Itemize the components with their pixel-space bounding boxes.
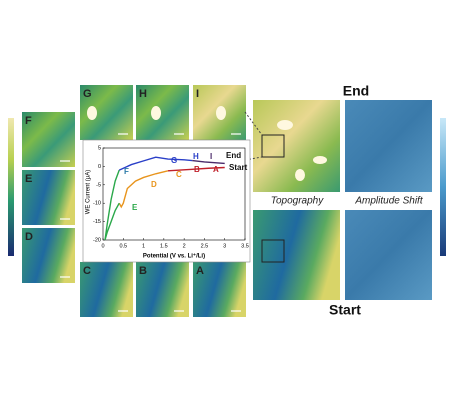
afm-panel xyxy=(22,112,75,167)
curve-annotation: C xyxy=(176,170,182,179)
connector xyxy=(244,111,263,136)
x-tick-label: 2.5 xyxy=(201,243,209,249)
panel-letter: B xyxy=(139,265,147,277)
cv-curve xyxy=(118,156,193,171)
x-tick-label: 3.5 xyxy=(241,243,249,249)
particle xyxy=(216,106,226,120)
y-tick-label: -15 xyxy=(93,219,101,225)
end-label: End xyxy=(343,83,369,99)
cv-curve xyxy=(104,169,120,241)
curve-annotation: A xyxy=(213,165,219,174)
start-topography xyxy=(253,210,340,300)
colorbar xyxy=(440,118,446,256)
x-tick-label: 0.5 xyxy=(119,243,127,249)
particle xyxy=(277,120,293,130)
panel-letter: G xyxy=(83,88,92,100)
curve-annotation: G xyxy=(171,156,177,165)
curve-annotation: H xyxy=(193,152,199,161)
x-tick-label: 1.5 xyxy=(160,243,168,249)
amplitude-label: Amplitude Shift xyxy=(354,196,423,207)
x-tick-label: 0 xyxy=(101,243,104,249)
end-amplitude xyxy=(345,100,432,192)
curve-annotation: B xyxy=(194,165,200,174)
panel-letter: I xyxy=(196,88,199,100)
afm-panel xyxy=(193,262,246,317)
curve-annotation: F xyxy=(124,167,129,176)
panel-letter: C xyxy=(83,265,91,277)
x-tick-label: 1 xyxy=(142,243,145,249)
x-axis-label: Potential (V vs. Li⁺/Li) xyxy=(143,253,205,260)
plot-area xyxy=(102,147,246,241)
x-tick-label: 3 xyxy=(223,243,226,249)
curve-annotation: End xyxy=(226,151,241,160)
start-label: Start xyxy=(329,302,361,318)
topography-label: Topography xyxy=(271,196,324,207)
y-axis-label: WE Current (μA) xyxy=(86,170,92,214)
particle xyxy=(151,106,161,120)
afm-panel xyxy=(22,228,75,283)
panel-letter: H xyxy=(139,88,147,100)
colorbar xyxy=(8,118,14,256)
y-tick-label: 5 xyxy=(98,145,101,151)
x-tick-label: 2 xyxy=(183,243,186,249)
afm-panel xyxy=(22,170,75,225)
panel-letter: E xyxy=(25,173,32,185)
inset-box xyxy=(261,134,285,158)
y-tick-label: -5 xyxy=(96,182,101,188)
particle xyxy=(295,169,305,181)
afm-panel xyxy=(136,85,189,140)
cv-curve xyxy=(167,166,225,172)
curve-annotation: E xyxy=(132,203,138,212)
afm-panel xyxy=(80,262,133,317)
start-amplitude xyxy=(345,210,432,300)
cv-curve xyxy=(192,159,225,165)
cv-curve xyxy=(118,170,169,209)
y-tick-label: -10 xyxy=(93,201,101,207)
curve-annotation: I xyxy=(210,152,212,161)
panel-letter: A xyxy=(196,265,204,277)
panel-letter: F xyxy=(25,115,32,127)
panel-letter: D xyxy=(25,231,33,243)
y-tick-label: -20 xyxy=(93,237,101,243)
particle xyxy=(313,156,327,164)
curve-annotation: D xyxy=(151,180,157,189)
curve-annotation: Start xyxy=(229,163,248,172)
afm-panel xyxy=(136,262,189,317)
inset-box xyxy=(261,239,285,263)
particle xyxy=(87,106,97,120)
y-tick-label: 0 xyxy=(98,164,101,170)
connector xyxy=(244,156,263,161)
